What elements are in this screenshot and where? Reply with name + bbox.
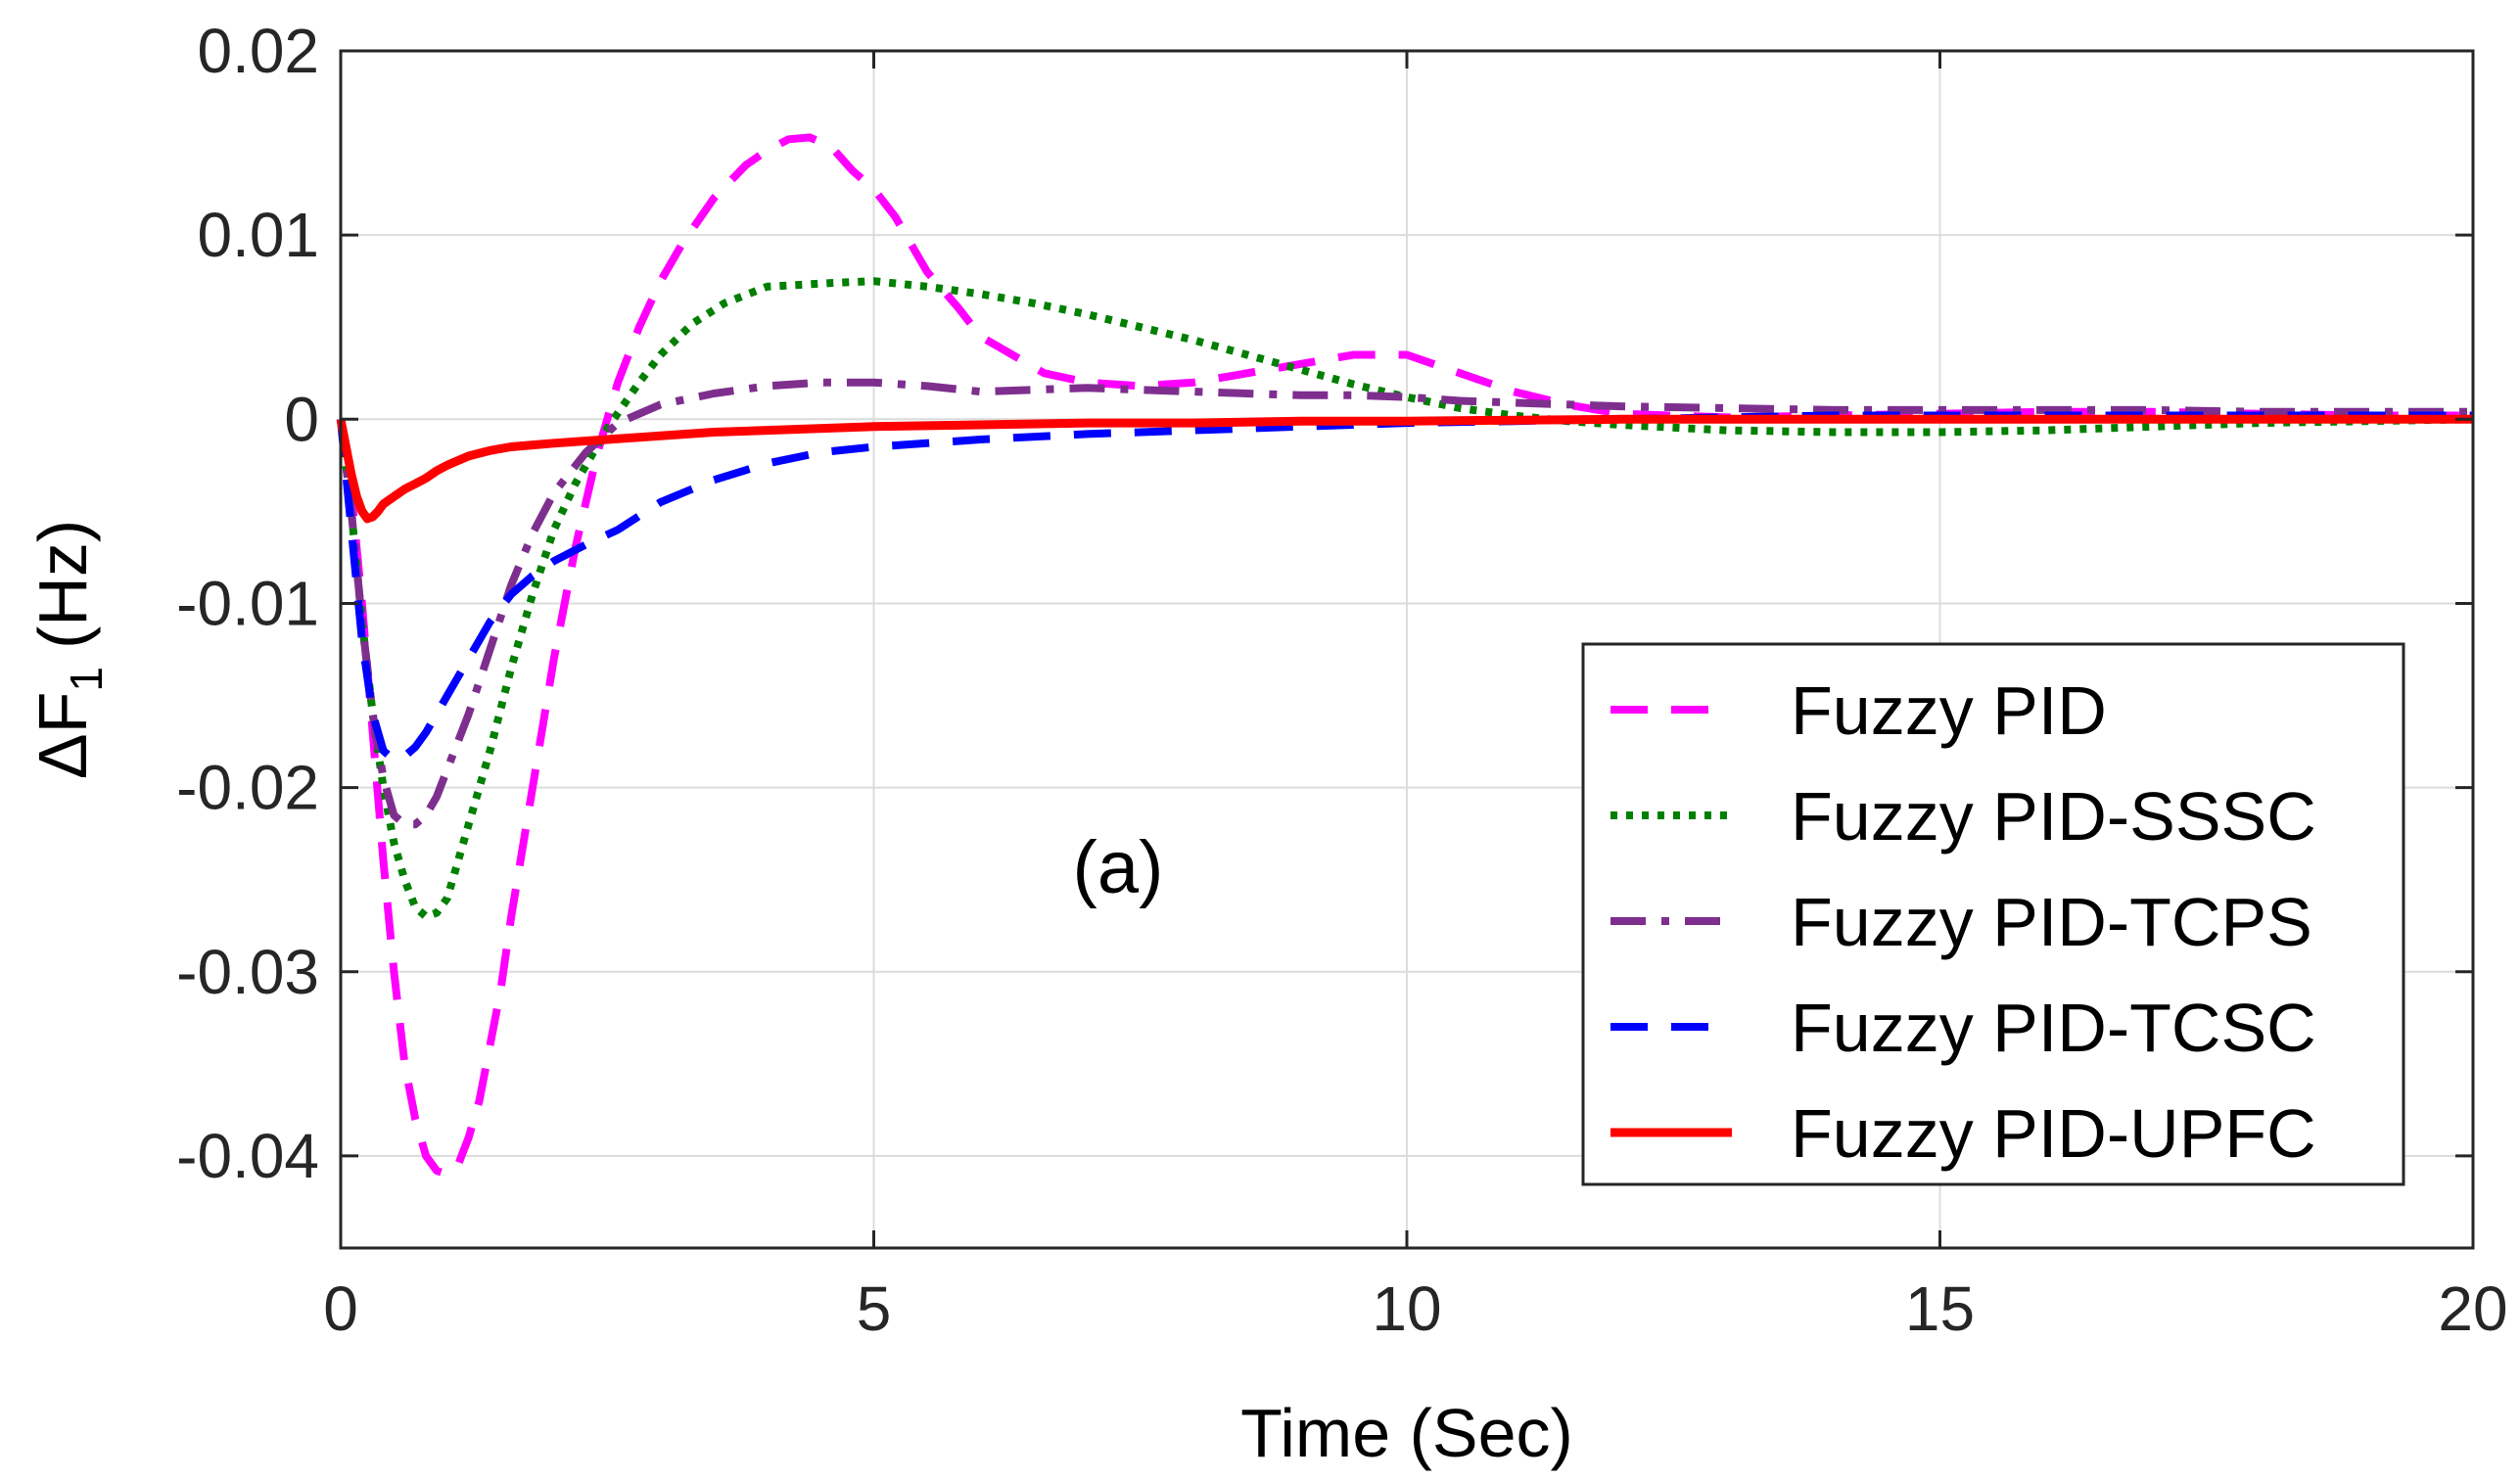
x-tick-label: 10 — [1372, 1273, 1441, 1344]
legend-box — [1581, 642, 2405, 1186]
legend-item: Fuzzy PID-TCPS — [1610, 884, 2312, 960]
y-tick-label: -0.01 — [176, 568, 319, 638]
series-lines — [336, 133, 2474, 1179]
y-tick-label: -0.02 — [176, 753, 319, 823]
x-tick-labels: 0 5 10 15 20 — [323, 1273, 2507, 1344]
axis-ticks — [339, 49, 2475, 1248]
x-tick-label: 15 — [1905, 1273, 1975, 1344]
legend-label: Fuzzy PID-TCSC — [1791, 990, 2316, 1066]
legend-label: Fuzzy PID-SSSC — [1791, 778, 2316, 855]
series-line-fuzzy-pid-tcsc — [337, 411, 2473, 764]
series-line-fuzzy-pid — [337, 133, 2473, 1179]
legend-item: Fuzzy PID-UPFC — [1610, 1095, 2316, 1172]
series-line-fuzzy-pid-sssc — [337, 277, 2474, 921]
series-line-fuzzy-pid-tcps — [337, 378, 2473, 829]
y-axis-label-suffix: (Hz) — [24, 520, 101, 649]
legend-label: Fuzzy PID — [1791, 672, 2107, 749]
y-tick-labels: 0.02 0.01 0 -0.01 -0.02 -0.03 -0.04 — [176, 16, 319, 1191]
legend-item: Fuzzy PID-TCSC — [1610, 990, 2316, 1066]
legend-item: Fuzzy PID-SSSC — [1610, 778, 2316, 855]
y-tick-label: -0.03 — [176, 937, 319, 1007]
legend-item: Fuzzy PID — [1610, 672, 2107, 749]
x-tick-label: 5 — [857, 1273, 892, 1344]
y-tick-label: 0.02 — [197, 16, 319, 86]
x-tick-label: 0 — [323, 1273, 358, 1344]
legend-label: Fuzzy PID-TCPS — [1791, 884, 2312, 960]
y-axis-label: ΔF1 (Hz) — [24, 520, 112, 779]
y-axis-label-prefix: ΔF — [24, 692, 101, 780]
x-tick-label: 20 — [2438, 1273, 2507, 1344]
y-tick-label: 0 — [284, 384, 319, 454]
y-axis-label-subscript: 1 — [61, 667, 112, 692]
legend-items: Fuzzy PID Fuzzy PID-SSSC Fuzzy PID-TCPS Fuz… — [1610, 672, 2316, 1172]
series-line-fuzzy-pid-upfc — [336, 414, 2473, 524]
legend-label: Fuzzy PID-UPFC — [1791, 1095, 2316, 1172]
y-tick-label: -0.04 — [176, 1121, 319, 1191]
legend: Fuzzy PID Fuzzy PID-SSSC Fuzzy PID-TCPS Fuz… — [1581, 642, 2405, 1186]
panel-annotation: (a) — [1073, 826, 1164, 909]
x-axis-label: Time (Sec) — [1240, 1395, 1573, 1471]
y-tick-label: 0.01 — [197, 200, 319, 270]
